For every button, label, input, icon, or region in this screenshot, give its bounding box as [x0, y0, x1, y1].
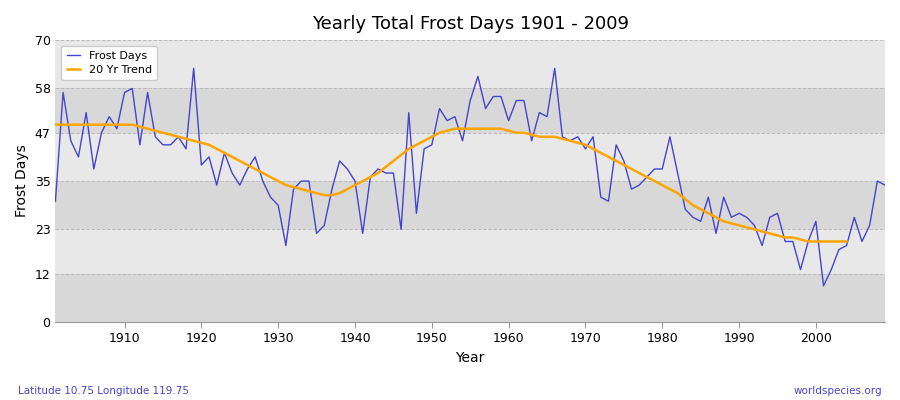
20 Yr Trend	[842, 239, 852, 244]
20 Yr Trend	[73, 122, 84, 127]
Frost Days	[503, 118, 514, 123]
Frost Days	[879, 183, 890, 188]
Frost Days	[188, 66, 199, 71]
Legend: Frost Days, 20 Yr Trend: Frost Days, 20 Yr Trend	[61, 46, 158, 80]
20 Yr Trend	[281, 183, 292, 188]
Text: worldspecies.org: worldspecies.org	[794, 386, 882, 396]
20 Yr Trend	[249, 166, 260, 171]
Bar	[56, 40, 885, 88]
20 Yr Trend	[442, 128, 453, 133]
Frost Days	[511, 98, 522, 103]
Line: 20 Yr Trend: 20 Yr Trend	[56, 125, 847, 242]
Frost Days	[112, 126, 122, 131]
X-axis label: Year: Year	[455, 351, 485, 365]
Text: Latitude 10.75 Longitude 119.75: Latitude 10.75 Longitude 119.75	[18, 386, 189, 396]
Frost Days	[288, 187, 299, 192]
20 Yr Trend	[803, 239, 814, 244]
Bar	[56, 88, 885, 133]
Bar	[56, 181, 885, 229]
20 Yr Trend	[50, 122, 61, 127]
Line: Frost Days: Frost Days	[56, 68, 885, 286]
Title: Yearly Total Frost Days 1901 - 2009: Yearly Total Frost Days 1901 - 2009	[311, 15, 629, 33]
Y-axis label: Frost Days: Frost Days	[15, 145, 29, 218]
Bar	[56, 133, 885, 181]
Bar	[56, 274, 885, 322]
20 Yr Trend	[818, 239, 829, 244]
Frost Days	[50, 199, 61, 204]
Bar	[56, 229, 885, 274]
Frost Days	[334, 158, 345, 163]
Frost Days	[818, 283, 829, 288]
20 Yr Trend	[772, 233, 783, 238]
Frost Days	[603, 199, 614, 204]
